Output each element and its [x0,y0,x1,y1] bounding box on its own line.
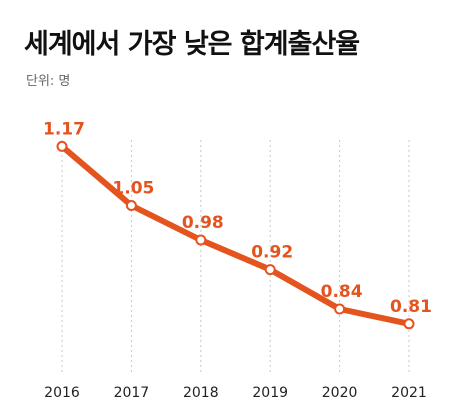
chart-title: 세계에서 가장 낮은 합계출산율 [24,29,360,60]
x-tick-label-2016: 2016 [44,385,80,401]
data-label-2018: 0.98 [182,213,224,233]
data-point-2018 [195,234,207,246]
data-labels: 1.17 1.05 0.98 0.92 0.84 0.81 [43,119,432,316]
unit-label: 단위: 명 [26,74,71,89]
x-tick-label-2018: 2018 [183,385,219,401]
data-label-2021: 0.81 [390,297,432,317]
data-point-2021 [403,318,415,330]
series-line [59,143,412,327]
data-label-2019: 0.92 [251,243,293,263]
x-tick-label-2019: 2019 [252,385,288,401]
x-axis-labels: 2016 2017 2018 2019 2020 2021 [44,385,427,401]
series-line-path [59,143,412,327]
data-point-2019 [264,264,276,276]
data-point-2020 [334,303,346,315]
x-tick-label-2020: 2020 [322,385,358,401]
data-label-2017: 1.05 [112,179,154,199]
grid-lines [61,140,410,372]
data-label-2016: 1.17 [43,119,85,139]
data-points [56,140,415,330]
data-label-2020: 0.84 [321,282,363,302]
data-point-2017 [125,200,137,212]
x-tick-label-2017: 2017 [114,385,150,401]
x-tick-label-2021: 2021 [391,385,427,401]
data-point-2016 [56,140,68,152]
